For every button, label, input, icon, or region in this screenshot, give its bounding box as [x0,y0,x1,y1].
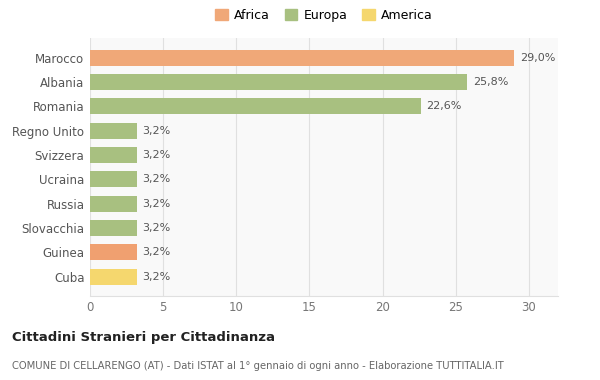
Text: 3,2%: 3,2% [143,272,171,282]
Bar [90,196,137,212]
Bar [90,171,137,187]
Text: COMUNE DI CELLARENGO (AT) - Dati ISTAT al 1° gennaio di ogni anno - Elaborazione: COMUNE DI CELLARENGO (AT) - Dati ISTAT a… [12,361,504,371]
Bar [90,147,137,163]
Text: 29,0%: 29,0% [520,53,556,63]
Bar [90,244,137,260]
Legend: Africa, Europa, America: Africa, Europa, America [210,3,438,27]
Bar [90,220,137,236]
Bar [90,50,514,66]
Text: 3,2%: 3,2% [143,126,171,136]
Text: 3,2%: 3,2% [143,199,171,209]
Bar [90,74,467,90]
Text: 3,2%: 3,2% [143,247,171,257]
Bar [90,269,137,285]
Text: Cittadini Stranieri per Cittadinanza: Cittadini Stranieri per Cittadinanza [12,331,275,344]
Bar [90,98,421,114]
Text: 25,8%: 25,8% [473,77,509,87]
Bar [90,123,137,139]
Text: 3,2%: 3,2% [143,223,171,233]
Text: 22,6%: 22,6% [427,101,462,111]
Text: 3,2%: 3,2% [143,150,171,160]
Text: 3,2%: 3,2% [143,174,171,184]
